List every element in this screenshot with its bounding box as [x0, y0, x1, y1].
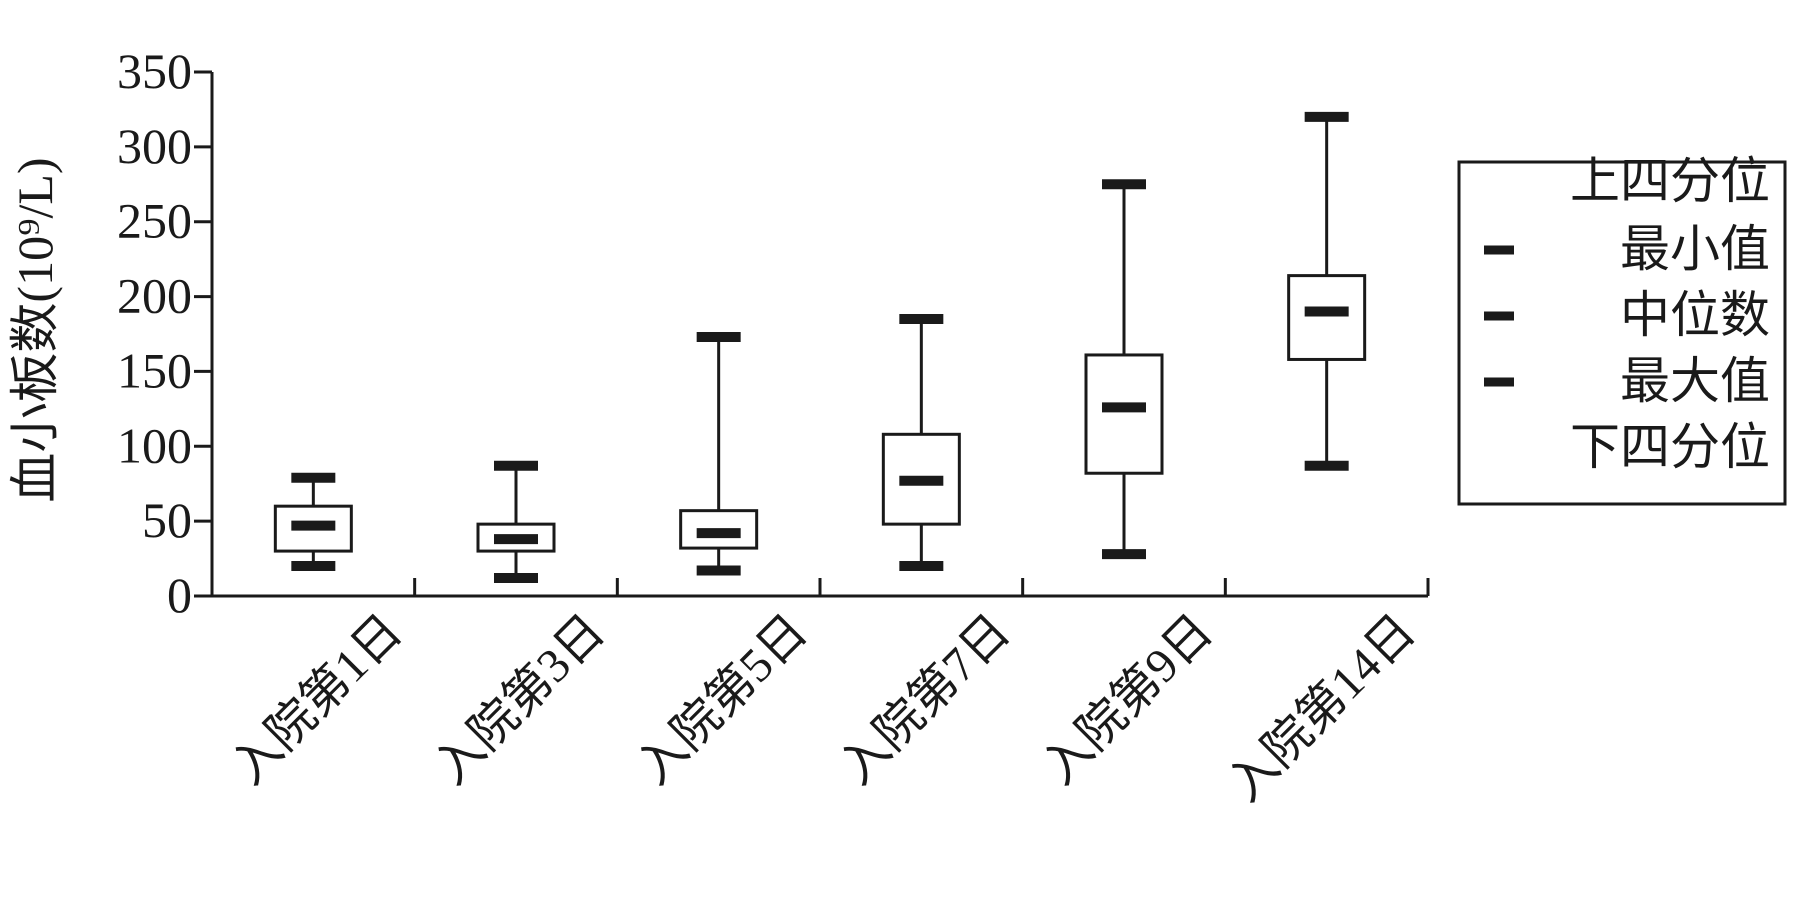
x-tick-label: 入院第7日 — [830, 604, 1020, 794]
x-tick-label: 入院第5日 — [628, 604, 818, 794]
box-4 — [881, 314, 961, 572]
box-series — [273, 111, 1367, 584]
y-tick-label: 300 — [117, 118, 192, 174]
iqr-box — [1084, 353, 1164, 475]
iqr-box — [1287, 274, 1367, 361]
y-tick-label: 0 — [167, 567, 192, 623]
legend-label: 最小值 — [1620, 220, 1770, 278]
y-tick-label: 150 — [117, 342, 192, 398]
y-tick-label: 50 — [142, 492, 192, 548]
x-tick-label: 入院第9日 — [1033, 604, 1223, 794]
legend-label: 最大值 — [1620, 352, 1770, 410]
legend-frame — [1457, 160, 1787, 506]
box-3 — [679, 331, 759, 576]
y-tick-label: 350 — [117, 43, 192, 99]
legend-label: 上四分位 — [1570, 152, 1770, 210]
y-axis-label: 血小板数(10⁹/L) — [7, 157, 63, 502]
y-tick-label: 100 — [117, 417, 192, 473]
y-tick-label: 250 — [117, 193, 192, 249]
legend-label: 中位数 — [1620, 286, 1770, 344]
x-tick-label: 入院第1日 — [222, 604, 412, 794]
y-tick-label: 200 — [117, 268, 192, 324]
legend-label: 下四分位 — [1570, 418, 1770, 476]
x-tick-label: 入院第14日 — [1219, 604, 1426, 811]
box-1 — [273, 472, 353, 572]
box-5 — [1084, 179, 1164, 560]
x-tick-label: 入院第3日 — [425, 604, 615, 794]
box-2 — [476, 460, 556, 584]
y-axis: 0 50 100 150 200 250 300 350 — [117, 43, 214, 623]
box-6 — [1287, 111, 1367, 471]
